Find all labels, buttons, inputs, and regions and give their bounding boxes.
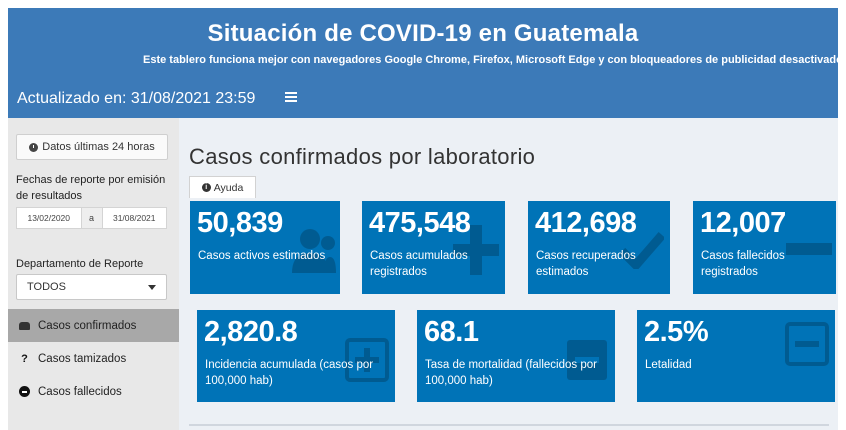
- section-title: Casos confirmados por laboratorio: [189, 144, 536, 169]
- plus-square-icon: [345, 338, 389, 382]
- card-label: Incidencia acumulada (casos por 100,000 …: [205, 359, 374, 387]
- updated-timestamp: Actualizado en: 31/08/2021 23:59: [17, 90, 256, 107]
- main-content: Casos confirmados por laboratorio i Ayud…: [179, 118, 838, 430]
- card-value: 12,007: [700, 207, 786, 239]
- check-icon: [620, 232, 664, 269]
- card-casos-fallecidos: 12,007 Casos fallecidos registrados: [693, 201, 836, 294]
- minus-circle-icon: [19, 386, 30, 397]
- nav-label: Casos tamizados: [38, 352, 127, 365]
- card-value: 68.1: [424, 316, 479, 348]
- car-icon: [19, 320, 30, 331]
- card-label: Casos acumulados registrados: [370, 250, 468, 278]
- department-selected: TODOS: [27, 281, 66, 293]
- card-incidencia: 2,820.8 Incidencia acumulada (casos por …: [197, 310, 395, 402]
- users-icon: [292, 229, 336, 273]
- card-value: 2.5%: [644, 316, 709, 348]
- minus-square-icon: [567, 340, 607, 380]
- card-casos-acumulados: 475,548 Casos acumulados registrados: [362, 201, 505, 294]
- nav-casos-confirmados[interactable]: Casos confirmados: [8, 309, 179, 342]
- card-casos-recuperados: 412,698 Casos recuperados estimados: [528, 201, 670, 294]
- card-letalidad: 2.5% Letalidad: [637, 310, 835, 402]
- minus-square-icon: [785, 322, 829, 366]
- nav-label: Casos fallecidos: [38, 385, 122, 398]
- last-24h-label: Datos últimas 24 horas: [42, 141, 155, 153]
- department-label: Departamento de Reporte: [16, 258, 144, 270]
- hamburger-icon[interactable]: [285, 92, 297, 103]
- card-label: Casos fallecidos registrados: [701, 250, 785, 278]
- plus-icon: [453, 225, 499, 275]
- help-tab[interactable]: i Ayuda: [189, 176, 256, 198]
- date-to-input[interactable]: 31/08/2021: [112, 213, 156, 223]
- card-label: Tasa de mortalidad (fallecidos por 100,0…: [425, 359, 597, 387]
- card-tasa-mortalidad: 68.1 Tasa de mortalidad (fallecidos por …: [417, 310, 615, 402]
- nav-label: Casos confirmados: [38, 319, 137, 332]
- sidebar: Datos últimas 24 horas Fechas de reporte…: [8, 118, 179, 430]
- dashboard-frame: Situación de COVID-19 en Guatemala Este …: [8, 8, 838, 430]
- browser-notice: Este tablero funciona mejor con navegado…: [143, 54, 838, 66]
- card-value: 50,839: [197, 207, 283, 239]
- help-label: Ayuda: [213, 181, 244, 194]
- date-range-input: 13/02/2020 a 31/08/2021: [16, 207, 167, 229]
- date-from-input[interactable]: 13/02/2020: [27, 213, 71, 223]
- section-divider: [189, 424, 829, 426]
- card-label: Casos activos estimados: [198, 250, 326, 262]
- clock-icon: [29, 142, 39, 152]
- date-separator: a: [80, 208, 103, 228]
- card-casos-activos: 50,839 Casos activos estimados: [190, 201, 340, 294]
- nav-casos-fallecidos[interactable]: Casos fallecidos: [8, 375, 179, 408]
- card-value: 475,548: [369, 207, 471, 239]
- caret-down-icon: [148, 285, 156, 290]
- card-value: 2,820.8: [204, 316, 298, 348]
- header-bar: Situación de COVID-19 en Guatemala Este …: [8, 8, 838, 118]
- card-label: Casos recuperados estimados: [536, 250, 636, 278]
- department-select[interactable]: TODOS: [16, 274, 167, 300]
- last-24h-button[interactable]: Datos últimas 24 horas: [16, 134, 168, 160]
- date-range-label: Fechas de reporte por emisión de resulta…: [16, 174, 166, 202]
- card-label: Letalidad: [645, 359, 692, 371]
- card-value: 412,698: [535, 207, 637, 239]
- question-icon: ?: [21, 352, 28, 365]
- nav-casos-tamizados[interactable]: ? Casos tamizados: [8, 342, 179, 375]
- minus-icon: [786, 243, 832, 255]
- page-header-title: Situación de COVID-19 en Guatemala: [207, 20, 639, 47]
- info-icon: i: [201, 183, 211, 192]
